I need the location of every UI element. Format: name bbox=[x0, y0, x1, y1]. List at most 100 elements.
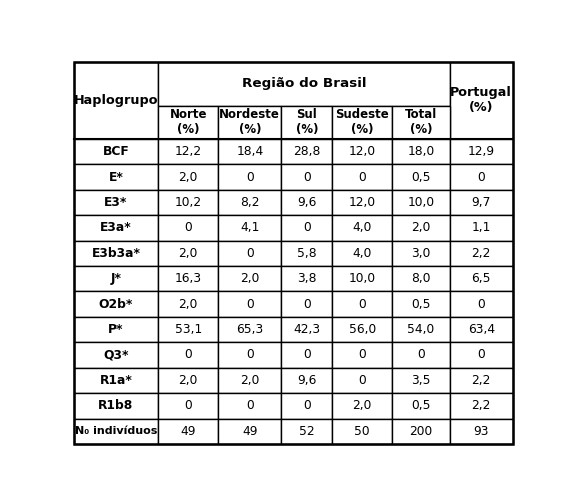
Text: 49: 49 bbox=[242, 425, 257, 438]
Text: 2,0: 2,0 bbox=[240, 272, 260, 285]
Text: Total
(%): Total (%) bbox=[405, 108, 437, 136]
Text: 3,5: 3,5 bbox=[411, 374, 431, 387]
Bar bbox=[74, 62, 158, 139]
Text: 3,0: 3,0 bbox=[411, 247, 431, 260]
Bar bbox=[219, 164, 281, 190]
Bar bbox=[74, 393, 158, 418]
Bar bbox=[392, 292, 450, 317]
Text: 4,0: 4,0 bbox=[352, 221, 372, 234]
Bar bbox=[158, 292, 219, 317]
Text: 0: 0 bbox=[184, 349, 192, 362]
Bar bbox=[74, 266, 158, 292]
Text: O2b*: O2b* bbox=[99, 298, 133, 311]
Bar bbox=[392, 342, 450, 368]
Text: 0: 0 bbox=[478, 170, 485, 183]
Bar bbox=[450, 393, 513, 418]
Text: 0: 0 bbox=[417, 349, 425, 362]
Bar bbox=[392, 393, 450, 418]
Text: 8,2: 8,2 bbox=[240, 196, 260, 209]
Text: 0: 0 bbox=[246, 298, 253, 311]
Text: 0: 0 bbox=[303, 349, 311, 362]
Text: 6,5: 6,5 bbox=[471, 272, 491, 285]
Text: 0: 0 bbox=[184, 399, 192, 412]
Text: 1,1: 1,1 bbox=[471, 221, 491, 234]
Text: 16,3: 16,3 bbox=[174, 272, 202, 285]
Bar bbox=[281, 342, 332, 368]
Bar bbox=[450, 317, 513, 342]
Bar bbox=[158, 418, 219, 444]
Text: R1b8: R1b8 bbox=[98, 399, 134, 412]
Text: 4,1: 4,1 bbox=[240, 221, 260, 234]
Text: 0: 0 bbox=[358, 298, 366, 311]
Bar bbox=[219, 368, 281, 393]
Bar bbox=[281, 292, 332, 317]
Text: Sudeste
(%): Sudeste (%) bbox=[335, 108, 389, 136]
Bar bbox=[450, 342, 513, 368]
Bar bbox=[158, 240, 219, 266]
Bar bbox=[74, 292, 158, 317]
Bar bbox=[332, 139, 392, 164]
Bar bbox=[281, 139, 332, 164]
Bar bbox=[281, 418, 332, 444]
Text: 93: 93 bbox=[474, 425, 489, 438]
Text: 2,0: 2,0 bbox=[411, 221, 431, 234]
Text: 18,4: 18,4 bbox=[236, 145, 264, 158]
Bar bbox=[450, 292, 513, 317]
Text: 2,2: 2,2 bbox=[471, 399, 491, 412]
Bar bbox=[74, 418, 158, 444]
Bar bbox=[219, 266, 281, 292]
Text: 28,8: 28,8 bbox=[293, 145, 320, 158]
Bar bbox=[158, 266, 219, 292]
Bar bbox=[281, 190, 332, 215]
Text: P*: P* bbox=[108, 323, 124, 336]
Text: 0: 0 bbox=[184, 221, 192, 234]
Text: 0: 0 bbox=[358, 349, 366, 362]
Text: 2,2: 2,2 bbox=[471, 374, 491, 387]
Bar bbox=[392, 266, 450, 292]
Bar bbox=[281, 164, 332, 190]
Bar bbox=[450, 164, 513, 190]
Text: 12,0: 12,0 bbox=[348, 145, 376, 158]
Bar bbox=[74, 240, 158, 266]
Text: 2,0: 2,0 bbox=[178, 298, 198, 311]
Bar bbox=[392, 317, 450, 342]
Bar bbox=[332, 317, 392, 342]
Text: 200: 200 bbox=[410, 425, 432, 438]
Text: 49: 49 bbox=[181, 425, 196, 438]
Bar bbox=[219, 215, 281, 240]
Bar bbox=[392, 164, 450, 190]
Text: 2,0: 2,0 bbox=[352, 399, 372, 412]
Bar bbox=[219, 292, 281, 317]
Text: 0,5: 0,5 bbox=[411, 170, 431, 183]
Bar bbox=[158, 393, 219, 418]
Bar bbox=[74, 342, 158, 368]
Text: 0: 0 bbox=[246, 247, 253, 260]
Bar bbox=[450, 139, 513, 164]
Bar bbox=[281, 393, 332, 418]
Text: 2,0: 2,0 bbox=[178, 374, 198, 387]
Text: 2,0: 2,0 bbox=[178, 170, 198, 183]
Bar bbox=[332, 368, 392, 393]
Bar bbox=[158, 139, 219, 164]
Bar bbox=[392, 418, 450, 444]
Text: 0: 0 bbox=[478, 349, 485, 362]
Bar bbox=[450, 215, 513, 240]
Bar bbox=[281, 215, 332, 240]
Text: Nordeste
(%): Nordeste (%) bbox=[219, 108, 280, 136]
Bar bbox=[392, 106, 450, 139]
Text: 0: 0 bbox=[358, 170, 366, 183]
Bar bbox=[332, 190, 392, 215]
Text: R1a*: R1a* bbox=[100, 374, 133, 387]
Text: 0: 0 bbox=[358, 374, 366, 387]
Bar bbox=[332, 418, 392, 444]
Bar bbox=[219, 342, 281, 368]
Bar bbox=[392, 215, 450, 240]
Bar bbox=[450, 368, 513, 393]
Bar bbox=[219, 106, 281, 139]
Bar bbox=[392, 139, 450, 164]
Bar bbox=[281, 240, 332, 266]
Bar bbox=[74, 317, 158, 342]
Text: 53,1: 53,1 bbox=[174, 323, 202, 336]
Bar bbox=[158, 215, 219, 240]
Text: E*: E* bbox=[109, 170, 124, 183]
